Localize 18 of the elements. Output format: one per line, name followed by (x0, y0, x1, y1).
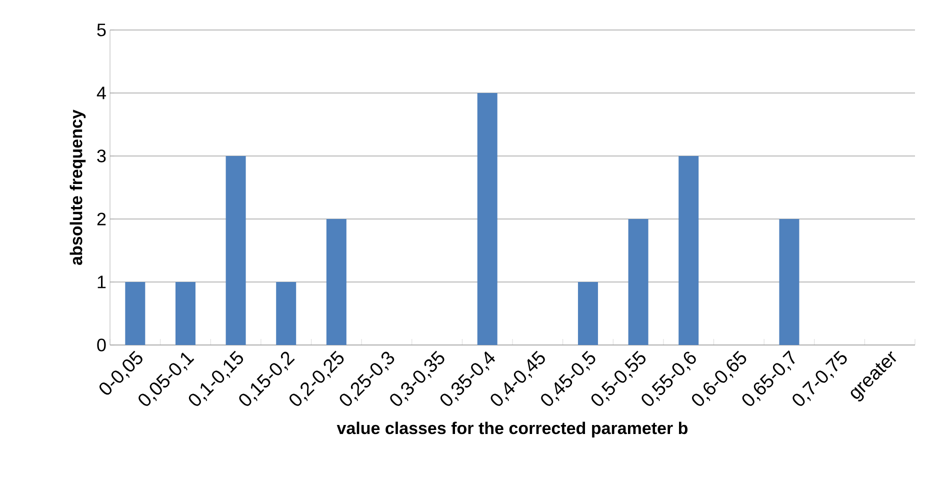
y-tick-label: 3 (97, 150, 106, 162)
bar (477, 92, 498, 345)
y-tick-label: 2 (97, 212, 106, 226)
y-axis-title: absolute frequency (70, 110, 86, 265)
bar (276, 282, 296, 345)
y-tick-label: 1 (98, 276, 106, 288)
bar (125, 282, 146, 345)
y-tick-label: 4 (96, 86, 106, 100)
bar (628, 218, 648, 345)
bar (678, 156, 699, 345)
bar (779, 218, 800, 345)
x-axis-title: value classes for the corrected parameter b (336, 422, 688, 438)
y-tick-label: 0 (97, 338, 106, 352)
bar (326, 218, 346, 345)
bar (175, 282, 196, 345)
y-tick-label: 5 (97, 24, 106, 36)
bar (226, 156, 246, 345)
bar (578, 282, 598, 345)
